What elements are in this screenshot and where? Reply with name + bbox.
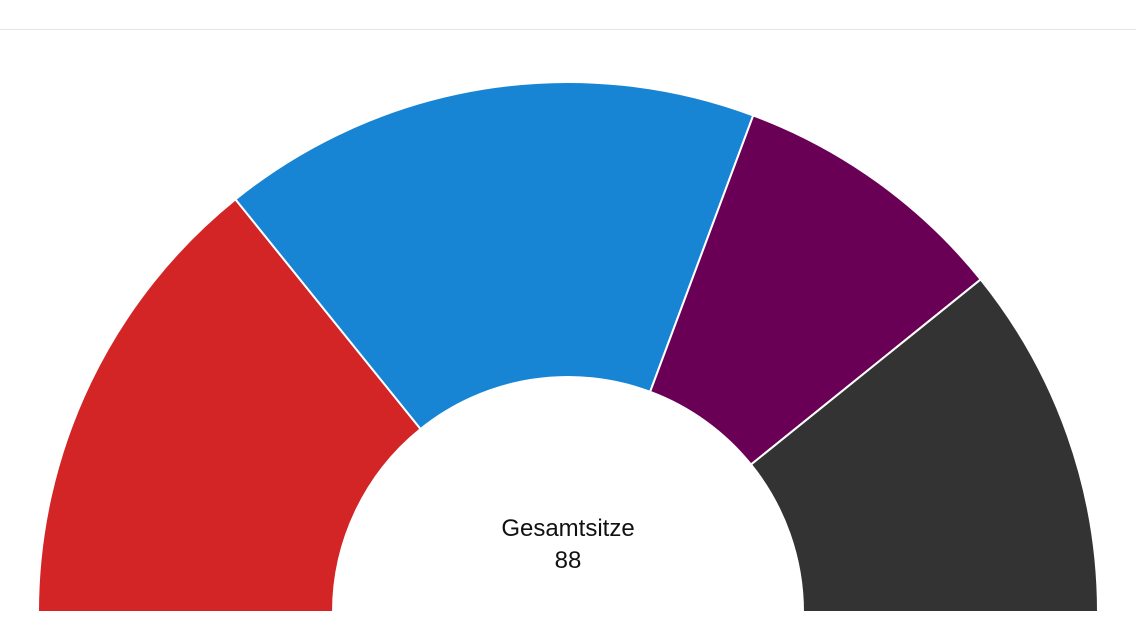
total-seats-value: 88 xyxy=(555,547,582,574)
chart-slice-3[interactable] xyxy=(648,114,983,466)
chart-slice-4[interactable] xyxy=(749,278,1100,613)
chart-slice-1[interactable] xyxy=(36,197,422,613)
chart-slice-2[interactable] xyxy=(234,81,755,431)
top-divider xyxy=(0,29,1136,30)
center-label: Gesamtsitze xyxy=(501,515,634,542)
chart-slices xyxy=(36,81,1100,613)
